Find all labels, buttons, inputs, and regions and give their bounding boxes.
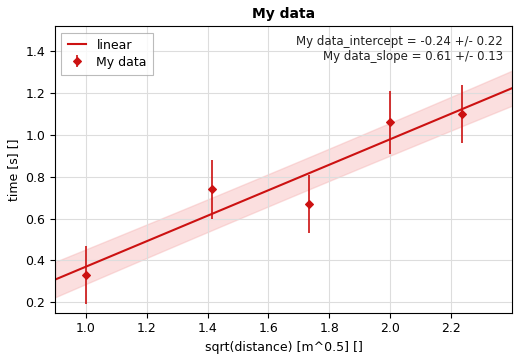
Text: My data_intercept = -0.24 +/- 0.22
My data_slope = 0.61 +/- 0.13: My data_intercept = -0.24 +/- 0.22 My da… [296,35,503,63]
Line: linear: linear [55,88,512,279]
linear [53,277,60,281]
linear [52,277,58,282]
linear [324,164,330,168]
linear [437,116,443,121]
Y-axis label: time [s] []: time [s] [] [7,138,20,201]
linear [466,104,472,108]
Title: My data: My data [252,7,315,21]
linear [332,160,338,165]
linear [509,86,515,90]
X-axis label: sqrt(distance) [m^0.5] []: sqrt(distance) [m^0.5] [] [204,341,363,354]
Legend: linear, My data: linear, My data [61,32,153,75]
linear [322,164,329,169]
